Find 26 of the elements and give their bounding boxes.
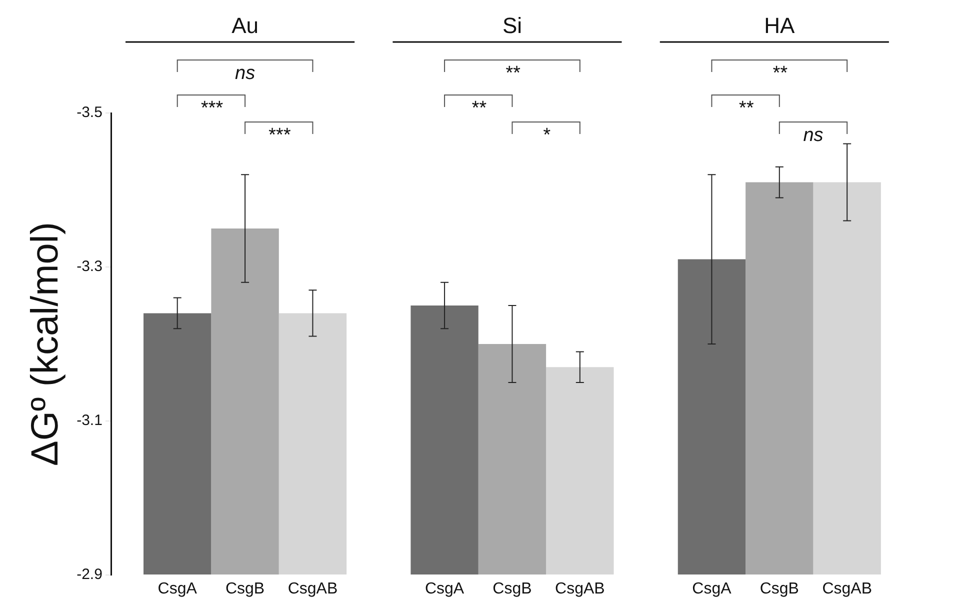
x-tick-label: HA xyxy=(764,13,796,38)
y-tick-label: -3.5 xyxy=(76,104,102,122)
y-tick-label: -3.1 xyxy=(76,412,102,430)
annotation: ns xyxy=(803,124,824,146)
text: CsgAB xyxy=(555,580,605,598)
annotation: *** xyxy=(268,124,291,146)
series-label: CsgB xyxy=(225,580,265,598)
y-tick-label: -2.9 xyxy=(76,566,102,584)
x-tick-label: Au xyxy=(232,13,258,38)
text: CsgB xyxy=(760,580,799,598)
x-tick-label: Si xyxy=(502,13,522,38)
annotation: ** xyxy=(470,98,486,119)
y-tick-label: -3.3 xyxy=(76,258,102,276)
text: CsgA xyxy=(692,580,732,598)
annotation: *** xyxy=(200,98,223,119)
text: CsgA xyxy=(424,580,464,598)
text: ns xyxy=(235,62,256,84)
text: ** xyxy=(772,62,788,84)
annotation: * xyxy=(542,124,550,146)
series-label: CsgAB xyxy=(288,580,338,598)
text: ** xyxy=(504,62,520,84)
annotation: ** xyxy=(738,98,754,119)
text: CsgB xyxy=(492,580,532,598)
text: CsgAB xyxy=(822,580,872,598)
series-label: CsgA xyxy=(158,580,198,598)
y-axis-title: ΔGº (kcal/mol) xyxy=(24,222,66,466)
